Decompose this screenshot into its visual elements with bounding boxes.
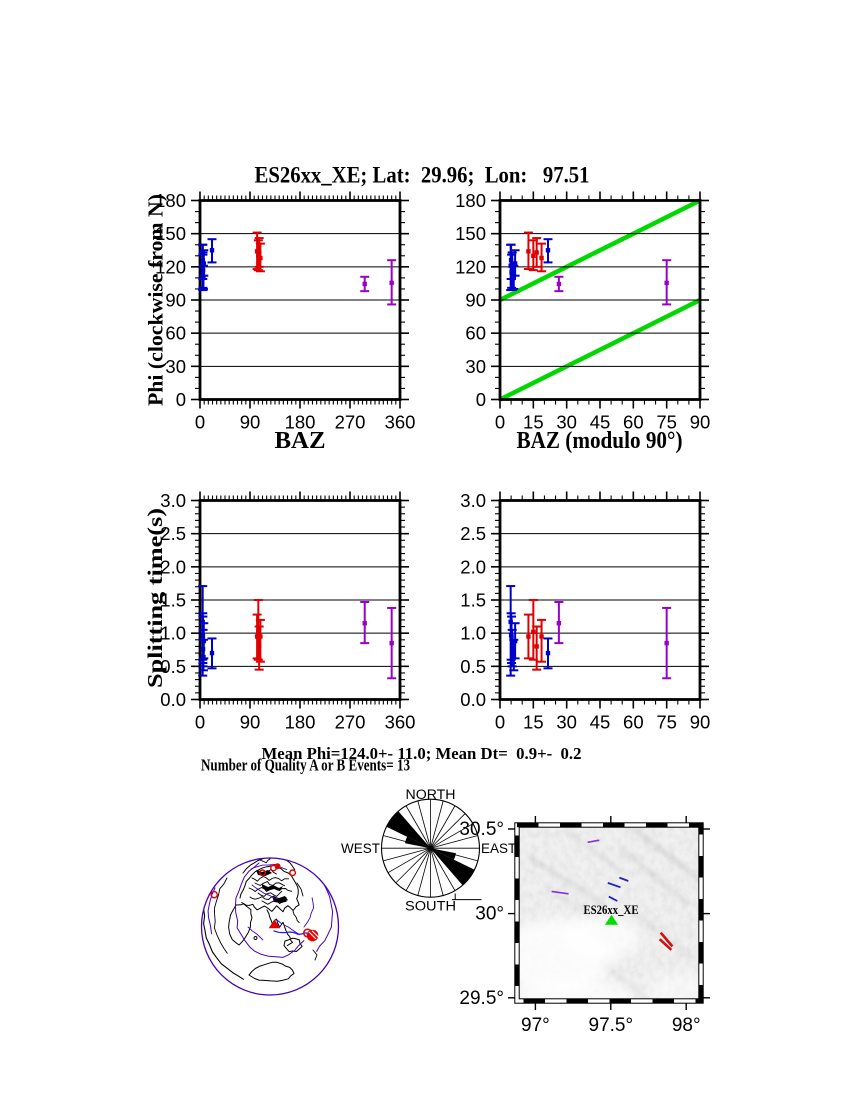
svg-text:3.0: 3.0 xyxy=(460,490,486,511)
svg-text:BAZ (modulo 90°): BAZ (modulo 90°) xyxy=(517,428,683,454)
svg-text:120: 120 xyxy=(155,256,186,277)
svg-text:30°: 30° xyxy=(475,904,504,925)
svg-text:120: 120 xyxy=(455,256,486,277)
svg-text:270: 270 xyxy=(335,712,366,733)
svg-text:0.0: 0.0 xyxy=(460,689,486,710)
svg-text:90: 90 xyxy=(165,290,186,311)
svg-text:360: 360 xyxy=(385,412,416,433)
svg-text:0.5: 0.5 xyxy=(460,656,486,677)
svg-text:150: 150 xyxy=(455,223,486,244)
svg-text:BAZ: BAZ xyxy=(275,428,326,454)
svg-text:EAST: EAST xyxy=(481,841,516,856)
svg-text:90: 90 xyxy=(465,290,486,311)
svg-text:ES26xx_XE; Lat: 29.96; Lon:: ES26xx_XE; Lat: 29.96; Lon: 97.51 xyxy=(255,163,590,188)
svg-text:97°: 97° xyxy=(521,1015,550,1036)
svg-text:0: 0 xyxy=(195,412,205,433)
svg-text:150: 150 xyxy=(155,223,186,244)
svg-text:1.0: 1.0 xyxy=(460,623,486,644)
svg-text:90: 90 xyxy=(690,712,711,733)
svg-text:1.5: 1.5 xyxy=(160,590,186,611)
svg-text:0: 0 xyxy=(195,712,205,733)
svg-text:75: 75 xyxy=(656,712,677,733)
svg-text:30: 30 xyxy=(556,412,577,433)
svg-text:45: 45 xyxy=(590,412,611,433)
svg-text:90: 90 xyxy=(240,712,261,733)
svg-text:Phi (clockwise from N): Phi (clockwise from N) xyxy=(144,194,168,406)
svg-text:90: 90 xyxy=(240,412,261,433)
svg-text:360: 360 xyxy=(385,712,416,733)
svg-text:180: 180 xyxy=(455,190,486,211)
svg-text:30: 30 xyxy=(556,712,577,733)
svg-text:Mean Phi=124.0+- 11.0; Mean Dt: Mean Phi=124.0+- 11.0; Mean Dt= 0.9+- 0.… xyxy=(262,744,582,763)
svg-text:3.0: 3.0 xyxy=(160,490,186,511)
svg-text:2.5: 2.5 xyxy=(460,523,486,544)
svg-text:180: 180 xyxy=(155,190,186,211)
svg-text:98°: 98° xyxy=(672,1015,701,1036)
svg-text:29.5°: 29.5° xyxy=(459,988,504,1009)
svg-text:NORTH: NORTH xyxy=(406,787,456,802)
svg-text:60: 60 xyxy=(165,323,186,344)
svg-text:WEST: WEST xyxy=(341,841,380,856)
svg-text:0.5: 0.5 xyxy=(160,656,186,677)
svg-text:1.5: 1.5 xyxy=(460,590,486,611)
svg-text:60: 60 xyxy=(465,323,486,344)
svg-text:60: 60 xyxy=(623,412,644,433)
svg-text:0: 0 xyxy=(495,412,505,433)
svg-text:75: 75 xyxy=(656,412,677,433)
svg-text:2.5: 2.5 xyxy=(160,523,186,544)
svg-text:30: 30 xyxy=(465,356,486,377)
svg-text:Splitting time(s): Splitting time(s) xyxy=(143,508,167,688)
svg-text:180: 180 xyxy=(285,412,316,433)
svg-text:2.0: 2.0 xyxy=(460,556,486,577)
svg-text:0: 0 xyxy=(476,389,486,410)
svg-text:97.5°: 97.5° xyxy=(589,1015,634,1036)
svg-text:0.0: 0.0 xyxy=(160,689,186,710)
svg-text:30: 30 xyxy=(165,356,186,377)
svg-text:30.5°: 30.5° xyxy=(459,819,504,840)
svg-text:180: 180 xyxy=(285,712,316,733)
svg-text:0: 0 xyxy=(495,712,505,733)
svg-text:15: 15 xyxy=(523,412,544,433)
svg-text:270: 270 xyxy=(335,412,366,433)
svg-text:Number of Quality A or B Event: Number of Quality A or B Events= 13 xyxy=(201,756,410,775)
svg-text:15: 15 xyxy=(523,712,544,733)
svg-text:0: 0 xyxy=(176,389,186,410)
svg-text:90: 90 xyxy=(690,412,711,433)
svg-text:ES26xx_XE: ES26xx_XE xyxy=(584,903,639,917)
svg-text:60: 60 xyxy=(623,712,644,733)
svg-text:1.0: 1.0 xyxy=(160,623,186,644)
svg-text:2.0: 2.0 xyxy=(160,556,186,577)
svg-text:45: 45 xyxy=(590,712,611,733)
svg-text:SOUTH: SOUTH xyxy=(405,899,456,914)
